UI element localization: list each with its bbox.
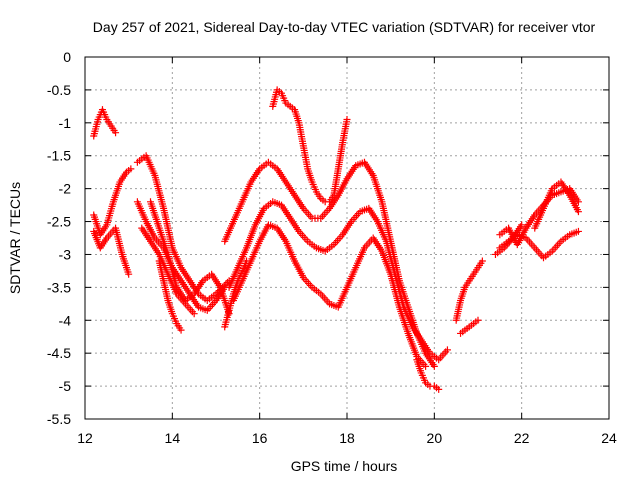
data-point <box>422 362 430 370</box>
x-tick-label: 22 <box>514 430 530 446</box>
x-tick-label: 16 <box>252 430 268 446</box>
data-point <box>430 362 438 370</box>
x-axis-label: GPS time / hours <box>291 458 398 474</box>
data-point-fill <box>222 280 230 288</box>
chart-title: Day 257 of 2021, Sidereal Day-to-day VTE… <box>93 19 596 35</box>
y-tick-label: -2 <box>59 181 72 197</box>
y-tick-label: -0.5 <box>47 82 71 98</box>
y-tick-label: -1 <box>59 115 72 131</box>
y-tick-label: -3 <box>59 246 72 262</box>
y-tick-label: -3.5 <box>47 279 71 295</box>
data-point <box>125 270 133 278</box>
y-tick-label: -4 <box>59 312 72 328</box>
data-point <box>243 257 251 265</box>
data-point <box>474 316 482 324</box>
x-tick-label: 20 <box>427 430 443 446</box>
x-tick-label: 18 <box>339 430 355 446</box>
y-tick-label: -1.5 <box>47 148 71 164</box>
data-point <box>112 129 120 137</box>
axis-ticks: 12 14 16 18 20 22 24 0 -0.5 -1 -1.5 -2 -2.5 -3 -3.5 -4 -… <box>47 49 617 446</box>
data-point <box>478 257 486 265</box>
data-point <box>435 385 443 393</box>
x-tick-label: 12 <box>77 430 93 446</box>
data-point <box>177 326 185 334</box>
y-tick-label: -4.5 <box>47 345 71 361</box>
data-point <box>343 116 351 124</box>
y-tick-label: -5.5 <box>47 411 71 427</box>
data-point <box>127 165 135 173</box>
y-tick-label: -5 <box>59 378 72 394</box>
data-point <box>574 208 582 216</box>
data-point <box>518 221 526 229</box>
x-tick-label: 14 <box>165 430 181 446</box>
y-tick-label: -2.5 <box>47 214 71 230</box>
data-points <box>90 86 582 393</box>
plot-frame <box>84 56 610 420</box>
y-tick-label: 0 <box>63 49 71 65</box>
data-point <box>574 227 582 235</box>
x-tick-label: 24 <box>601 430 617 446</box>
data-point <box>190 310 198 318</box>
data-point <box>443 346 451 354</box>
y-axis-label: SDTVAR / TECUs <box>7 182 23 294</box>
